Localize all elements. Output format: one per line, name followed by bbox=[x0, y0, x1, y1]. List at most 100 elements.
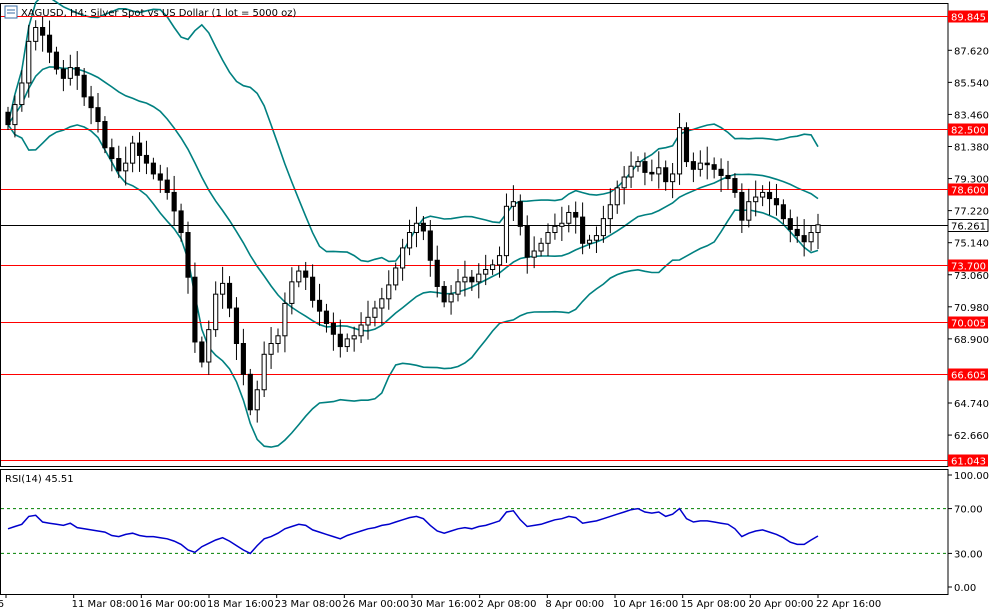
candle[interactable] bbox=[566, 211, 572, 224]
candle[interactable] bbox=[358, 324, 364, 337]
candle[interactable] bbox=[130, 142, 136, 164]
candle[interactable] bbox=[19, 82, 25, 106]
candle[interactable] bbox=[586, 239, 593, 244]
candle[interactable] bbox=[441, 285, 447, 303]
candle[interactable] bbox=[690, 161, 696, 170]
candle[interactable] bbox=[275, 335, 281, 345]
candle[interactable] bbox=[365, 316, 371, 326]
candle[interactable] bbox=[760, 191, 766, 198]
candle[interactable] bbox=[455, 281, 461, 295]
candle[interactable] bbox=[33, 26, 39, 42]
candle[interactable] bbox=[60, 68, 66, 79]
candle[interactable] bbox=[753, 196, 759, 203]
candle[interactable] bbox=[261, 353, 267, 391]
candle[interactable] bbox=[683, 127, 690, 163]
candle[interactable] bbox=[420, 222, 426, 232]
candle[interactable] bbox=[517, 201, 523, 227]
candle[interactable] bbox=[580, 216, 586, 244]
candle[interactable] bbox=[780, 204, 786, 220]
candle[interactable] bbox=[379, 298, 385, 309]
candle[interactable] bbox=[81, 74, 87, 98]
candle[interactable] bbox=[676, 127, 683, 175]
candle[interactable] bbox=[483, 269, 489, 275]
candle[interactable] bbox=[656, 167, 662, 175]
candle[interactable] bbox=[739, 191, 745, 221]
candle[interactable] bbox=[12, 104, 18, 126]
candle[interactable] bbox=[725, 174, 731, 180]
candle[interactable] bbox=[510, 201, 516, 207]
candle[interactable] bbox=[109, 147, 115, 160]
candle[interactable] bbox=[386, 284, 392, 300]
candle[interactable] bbox=[5, 111, 11, 126]
candle[interactable] bbox=[531, 250, 537, 258]
candle[interactable] bbox=[462, 276, 468, 283]
candle[interactable] bbox=[732, 178, 738, 193]
candle[interactable] bbox=[247, 373, 253, 411]
candle[interactable] bbox=[192, 276, 198, 343]
candle[interactable] bbox=[663, 167, 669, 183]
candle[interactable] bbox=[469, 276, 475, 283]
candle[interactable] bbox=[254, 389, 260, 411]
candle[interactable] bbox=[503, 205, 510, 257]
candle[interactable] bbox=[801, 235, 807, 243]
candle[interactable] bbox=[413, 222, 420, 234]
candle[interactable] bbox=[240, 343, 246, 375]
candle[interactable] bbox=[185, 232, 191, 278]
candle[interactable] bbox=[593, 235, 600, 241]
candle[interactable] bbox=[787, 218, 793, 230]
candle[interactable] bbox=[351, 335, 357, 340]
candle[interactable] bbox=[40, 26, 46, 36]
candle[interactable] bbox=[559, 222, 565, 227]
candle[interactable] bbox=[46, 34, 53, 53]
candle[interactable] bbox=[794, 228, 800, 237]
candle[interactable] bbox=[289, 281, 295, 304]
candle[interactable] bbox=[330, 322, 336, 335]
candle[interactable] bbox=[102, 121, 108, 149]
candle[interactable] bbox=[282, 302, 288, 337]
candle[interactable] bbox=[607, 204, 613, 220]
candle[interactable] bbox=[372, 307, 378, 318]
candle[interactable] bbox=[642, 161, 648, 173]
candle[interactable] bbox=[476, 273, 482, 283]
candle[interactable] bbox=[393, 267, 399, 286]
candle[interactable] bbox=[718, 168, 724, 176]
candle[interactable] bbox=[136, 142, 143, 156]
candle[interactable] bbox=[406, 232, 413, 249]
candle[interactable] bbox=[268, 343, 274, 355]
candle[interactable] bbox=[400, 247, 406, 269]
candle[interactable] bbox=[711, 164, 717, 170]
candle[interactable] bbox=[116, 158, 122, 172]
candle[interactable] bbox=[773, 198, 780, 206]
candle[interactable] bbox=[496, 255, 503, 266]
candle[interactable] bbox=[316, 299, 323, 312]
candle[interactable] bbox=[746, 201, 752, 221]
candle[interactable] bbox=[143, 154, 150, 164]
candle[interactable] bbox=[524, 225, 530, 258]
candle[interactable] bbox=[545, 232, 551, 244]
candle[interactable] bbox=[427, 230, 433, 261]
candle[interactable] bbox=[704, 162, 710, 166]
candle[interactable] bbox=[74, 67, 80, 76]
candle[interactable] bbox=[178, 210, 184, 234]
candle[interactable] bbox=[226, 282, 233, 309]
candle[interactable] bbox=[490, 264, 496, 271]
candle[interactable] bbox=[600, 218, 606, 237]
candle[interactable] bbox=[434, 259, 440, 287]
candle[interactable] bbox=[26, 40, 32, 84]
candle[interactable] bbox=[670, 173, 676, 183]
candle[interactable] bbox=[220, 282, 226, 295]
candle[interactable] bbox=[538, 242, 544, 252]
candle[interactable] bbox=[344, 338, 350, 348]
candle[interactable] bbox=[88, 96, 94, 109]
candle[interactable] bbox=[150, 162, 156, 175]
candle[interactable] bbox=[448, 293, 454, 303]
candle[interactable] bbox=[573, 211, 579, 218]
candle[interactable] bbox=[206, 329, 212, 363]
candle[interactable] bbox=[635, 161, 641, 167]
candle[interactable] bbox=[766, 191, 773, 200]
candle[interactable] bbox=[310, 276, 316, 301]
candle[interactable] bbox=[649, 171, 655, 175]
candle[interactable] bbox=[552, 225, 558, 234]
candle[interactable] bbox=[164, 179, 170, 193]
